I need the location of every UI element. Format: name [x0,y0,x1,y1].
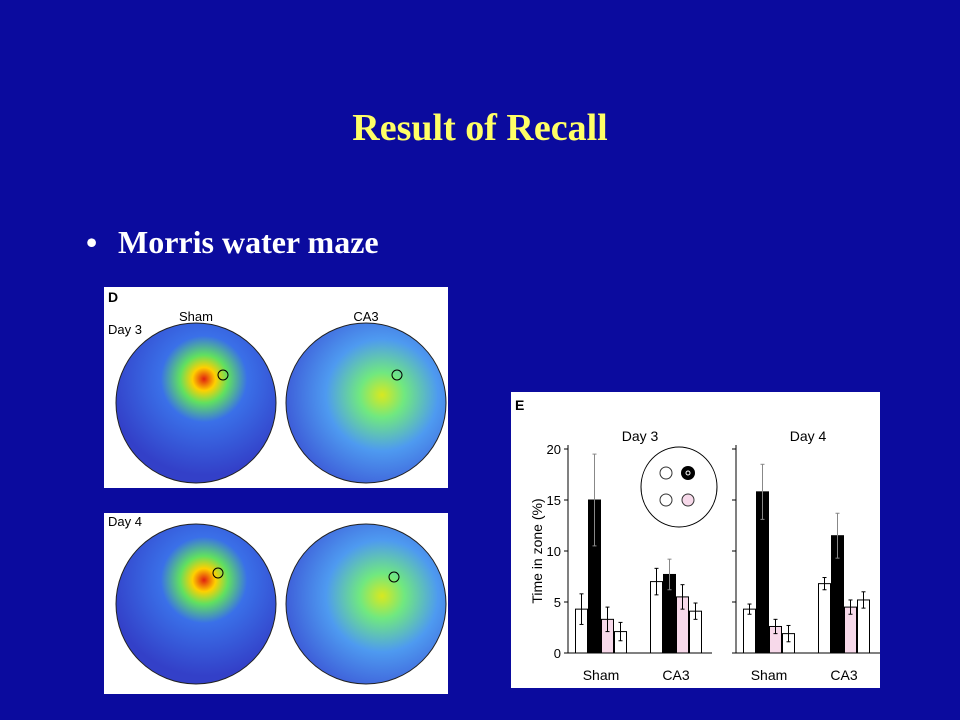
bullet-dot: • [86,224,97,260]
legend-icon [681,466,695,480]
panel-title: Day 4 [790,428,827,444]
error-bar [822,577,827,591]
error-bar [848,599,853,615]
row-label: Day 4 [108,514,142,529]
column-label: Sham [179,309,213,324]
slide-title: Result of Recall [352,107,607,149]
platform-marker [217,369,229,381]
column-label: CA3 [353,309,378,324]
error-bar [654,567,659,596]
error-bar [693,602,698,620]
x-tick-label: Sham [583,667,620,683]
error-bar [747,603,752,615]
bar [743,608,756,654]
panel-label: E [515,397,524,413]
row-label: Day 3 [108,322,142,337]
y-tick-label: 10 [547,544,561,559]
error-bar [618,621,623,642]
error-bar [835,512,840,559]
legend-icon [681,493,695,507]
error-bar [605,606,610,633]
legend-icon [659,493,673,507]
bullet-text: Morris water maze [118,224,379,260]
error-bar [592,453,597,547]
y-tick-label: 5 [554,595,561,610]
legend-icon [685,470,691,476]
heatmap [115,523,277,685]
x-tick-label: CA3 [830,667,857,683]
panel-title: Day 3 [622,428,659,444]
error-bar [773,618,778,635]
x-tick-label: Sham [751,667,788,683]
error-bar [680,584,685,610]
error-bar [760,463,765,520]
legend-icon [659,466,673,480]
legend-icon [640,446,718,528]
error-bar [667,558,672,591]
error-bar [579,593,584,625]
error-bar [786,624,791,643]
y-axis-label: Time in zone (%) [529,498,545,603]
heatmap [285,322,447,484]
platform-marker [388,571,400,583]
y-tick-label: 15 [547,493,561,508]
heatmap [285,523,447,685]
bar [818,583,831,654]
error-bar [861,591,866,609]
y-tick-label: 20 [547,442,561,457]
x-tick-label: CA3 [662,667,689,683]
heatmap [115,322,277,484]
platform-marker [212,567,224,579]
y-tick-label: 0 [554,646,561,661]
platform-marker [391,369,403,381]
panel-label: D [108,289,118,305]
